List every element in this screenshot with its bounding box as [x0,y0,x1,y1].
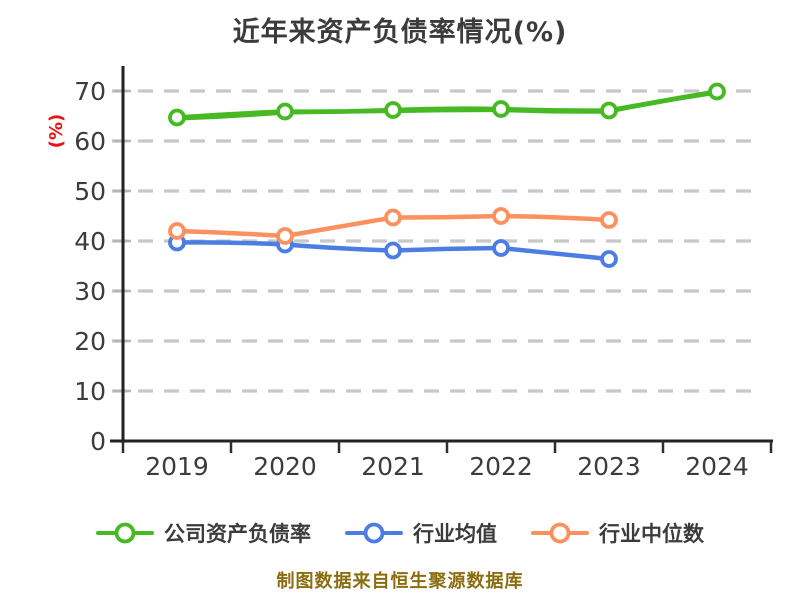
legend-marker-industry-mean-icon [345,522,403,544]
series-line-1 [174,89,720,120]
y-tick-label: 50 [74,177,106,206]
x-tick-label: 2024 [685,452,749,481]
y-tick-label: 10 [74,377,106,406]
data-point-marker [600,101,618,120]
data-point-marker [708,82,726,101]
data-point-marker [600,211,618,229]
y-tick-label: 20 [74,327,106,356]
x-tick-label: 2020 [253,452,317,481]
data-point-marker [384,101,402,119]
chart-title: 近年来资产负债率情况(%) [232,17,568,48]
x-tick-label: 2023 [577,452,641,481]
data-point-marker [492,100,510,118]
x-tick-label: 2021 [361,452,425,481]
data-point-marker [384,208,402,227]
y-axis-label: (%) [46,114,67,149]
legend-label-industry-mean: 行业均值 [413,522,497,546]
legend-item-industry-mean: 行业均值 [345,518,497,548]
x-tick-label: 2019 [145,452,209,481]
data-source-note: 制图数据来自恒生聚源数据库 [276,571,524,592]
legend-label-company-ratio: 公司资产负债率 [164,522,311,546]
data-point-marker [276,227,294,245]
y-tick-label: 60 [74,127,106,156]
data-point-marker [492,239,510,257]
legend-label-industry-median: 行业中位数 [599,522,704,546]
y-tick-label: 40 [74,227,106,256]
data-point-marker [384,241,402,260]
legend: 公司资产负债率 行业均值 行业中位数 [0,518,800,548]
legend-marker-company-ratio-icon [96,522,154,544]
y-tick-label: 70 [74,77,106,106]
y-tick-label: 0 [90,427,106,456]
legend-marker-industry-median-icon [531,522,589,544]
x-tick-label: 2022 [469,452,533,481]
y-tick-label: 30 [74,277,106,306]
data-point-marker [168,222,186,240]
series-line-sketch [175,92,719,121]
data-point-marker [168,108,186,127]
legend-item-industry-median: 行业中位数 [531,518,704,548]
data-point-marker [492,207,510,225]
data-point-marker [276,102,294,121]
legend-item-company-ratio: 公司资产负债率 [96,518,311,548]
data-point-marker [600,250,618,268]
